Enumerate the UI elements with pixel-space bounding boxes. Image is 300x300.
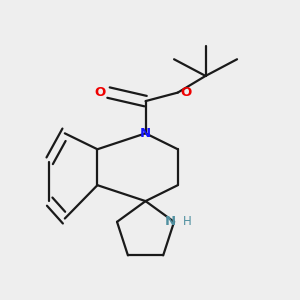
Text: N: N (165, 215, 176, 228)
Text: H: H (183, 215, 192, 228)
Text: O: O (94, 86, 106, 99)
Text: O: O (181, 86, 192, 99)
Text: N: N (140, 127, 151, 140)
